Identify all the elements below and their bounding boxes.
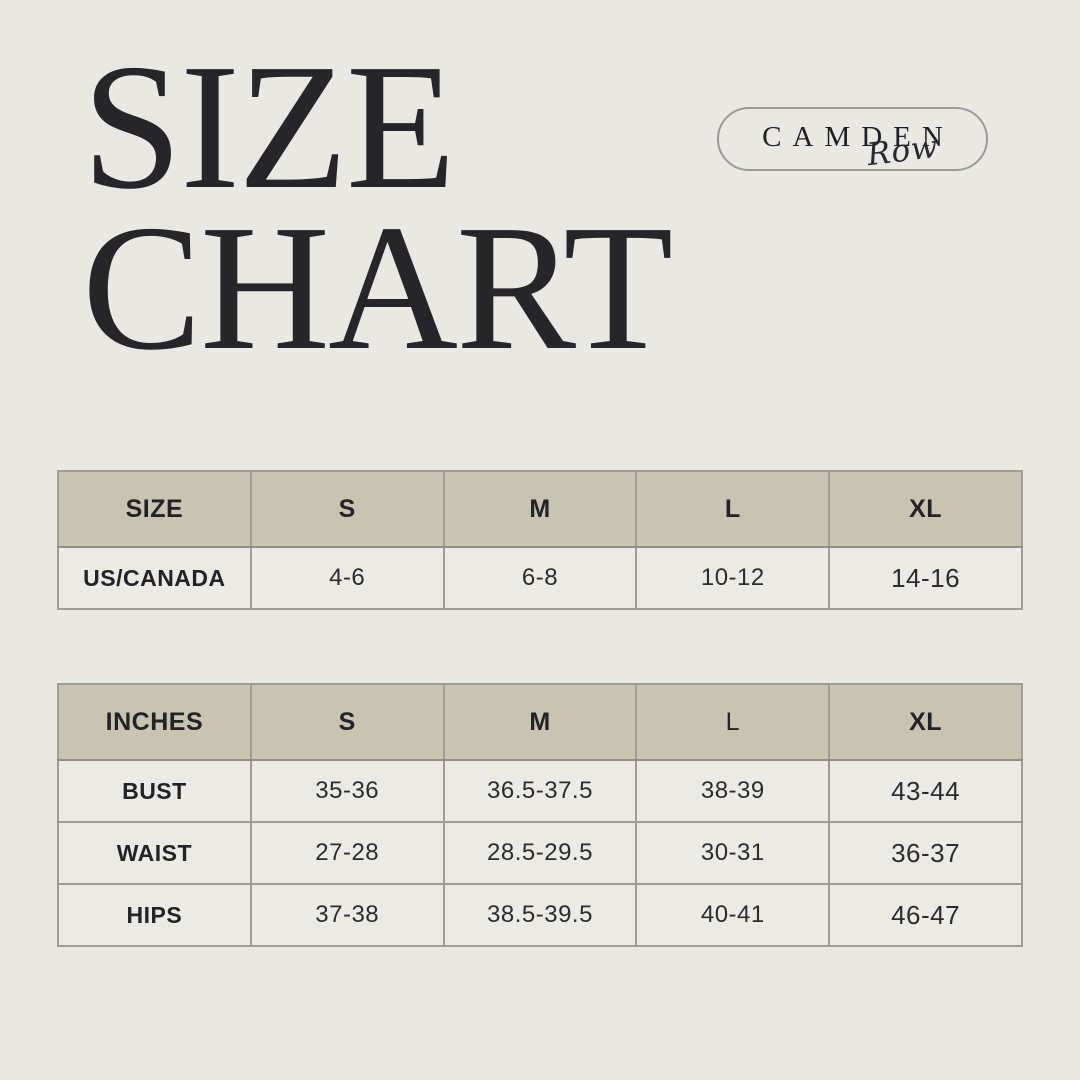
title-line-2: CHART [82,188,673,388]
table-cell: 28.5-29.5 [442,821,638,885]
table-header-cell: XL [828,470,1023,548]
table-cell: 30-31 [635,821,831,885]
table-row: US/CANADA 4-6 6-8 10-12 14-16 [57,546,1023,610]
table-cell: 14-16 [828,546,1023,610]
title-line-1: SIZE [82,27,456,226]
table-cell: 38-39 [635,759,831,823]
brand-name: CAMDEN [762,121,954,153]
table-cell: 38.5-39.5 [442,883,638,947]
table-row-label: WAIST [57,821,252,885]
table-row: BUST 35-36 36.5-37.5 38-39 43-44 [57,759,1023,823]
table-header-cell: L [635,683,831,761]
table-header-cell: M [442,683,638,761]
brand-script-word: Row [865,128,941,174]
table-cell: 37-38 [249,883,445,947]
table-header-cell: M [442,470,638,548]
table-cell: 36.5-37.5 [442,759,638,823]
table-cell: 46-47 [828,883,1023,947]
table-row-label: HIPS [57,883,252,947]
table-header-cell: XL [828,683,1023,761]
table-header-cell: S [249,470,445,548]
table-header-row: INCHES S M L XL [57,683,1023,761]
table-header-row: SIZE S M L XL [57,470,1023,548]
table-cell: 6-8 [442,546,638,610]
table-header-cell: L [635,470,831,548]
brand-badge: CAMDEN Row [717,107,988,174]
us-canada-size-table: SIZE S M L XL US/CANADA 4-6 6-8 10-12 14… [57,470,1023,610]
table-cell: 40-41 [635,883,831,947]
inches-measurement-table: INCHES S M L XL BUST 35-36 36.5-37.5 38-… [57,683,1023,947]
table-row-label: BUST [57,759,252,823]
table-cell: 35-36 [249,759,445,823]
table-row: WAIST 27-28 28.5-29.5 30-31 36-37 [57,821,1023,885]
table-row: HIPS 37-38 38.5-39.5 40-41 46-47 [57,883,1023,947]
table-header-cell: INCHES [57,683,252,761]
table-header-cell: SIZE [57,470,252,548]
table-cell: 36-37 [828,821,1023,885]
table-cell: 10-12 [635,546,831,610]
table-header-cell: S [249,683,445,761]
table-cell: 43-44 [828,759,1023,823]
table-cell: 4-6 [249,546,445,610]
table-row-label: US/CANADA [57,546,252,610]
table-cell: 27-28 [249,821,445,885]
page-title: SIZE CHART [82,37,673,378]
